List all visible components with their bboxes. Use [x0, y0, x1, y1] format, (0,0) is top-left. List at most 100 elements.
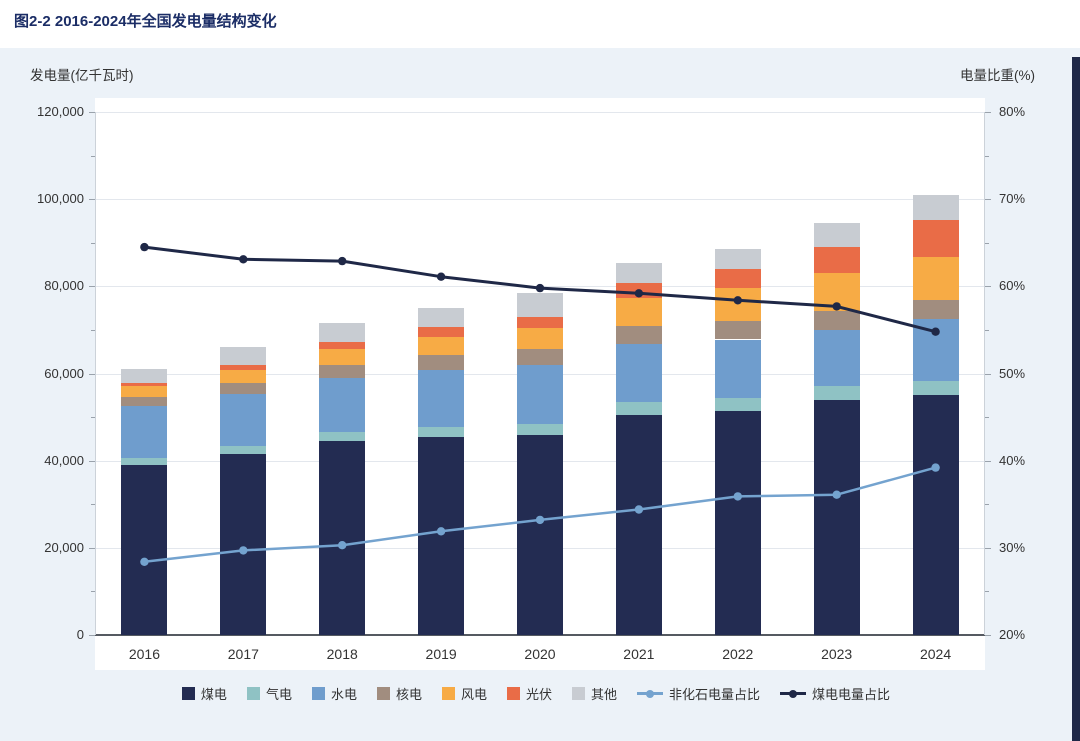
right-axis-tickmark: [985, 242, 989, 244]
legend-swatch: [246, 687, 260, 700]
right-axis-tick-label: 50%: [999, 365, 1026, 381]
bar-segment: [813, 223, 860, 248]
x-axis-label: 2018: [326, 646, 358, 662]
bar-segment: [714, 410, 761, 635]
legend-label: 煤电: [200, 687, 227, 702]
stacked-bar: [121, 112, 168, 635]
bar-segment: [319, 365, 366, 379]
x-axis-label: 2020: [524, 646, 556, 662]
bar-segment: [517, 292, 563, 317]
bar-segment: [813, 399, 860, 635]
left-axis-tickmark: [91, 504, 95, 506]
bar-segment: [418, 426, 465, 437]
right-axis-tickmark: [985, 155, 989, 157]
right-axis-tickmark: [985, 547, 991, 549]
bar-segment: [615, 414, 662, 635]
legend: 煤电 气电 水电 核电 风电 光伏 其他 非化石电量占比 煤电电量占比: [0, 684, 1072, 703]
bar-segment: [220, 365, 267, 371]
legend-line-marker: [637, 689, 664, 698]
bar-segment: [319, 441, 366, 635]
bar-segment: [813, 272, 860, 312]
legend-swatch: [181, 687, 195, 700]
legend-item: 其他: [572, 684, 617, 703]
right-axis-tickmark: [985, 286, 991, 288]
left-axis-tickmark: [91, 329, 95, 331]
legend-swatch: [572, 687, 586, 700]
bar-segment: [418, 308, 465, 328]
right-axis-tick-label: 40%: [999, 452, 1026, 468]
left-axis-tickmark: [91, 417, 95, 419]
bar-segment: [121, 369, 168, 384]
bar-segment: [418, 436, 465, 635]
right-axis-tick-label: 70%: [999, 191, 1026, 207]
bar-segment: [517, 364, 563, 424]
stacked-bar: [220, 112, 267, 635]
right-axis-tickmark: [985, 460, 991, 462]
legend-label: 煤电电量占比: [812, 687, 891, 702]
bar-segment: [220, 347, 267, 366]
bar-segment: [319, 323, 366, 342]
left-axis-tickmark: [91, 242, 95, 244]
bar-segment: [220, 383, 267, 394]
bar-segment: [121, 383, 168, 387]
bar-segment: [517, 348, 563, 365]
left-axis-tickmark: [89, 373, 95, 375]
legend-item: 非化石电量占比: [637, 684, 760, 703]
bar-segment: [418, 370, 465, 427]
chart-title: 图2-2 2016-2024年全国发电量结构变化: [14, 13, 277, 30]
x-axis-label: 2019: [425, 646, 457, 662]
right-axis-tickmark: [985, 112, 991, 113]
right-axis-tick-label: 30%: [999, 539, 1026, 555]
bar-segment: [912, 300, 959, 320]
bar-segment: [912, 220, 959, 257]
left-axis-tickmark: [91, 155, 95, 157]
bar-segment: [220, 454, 267, 635]
stacked-bar: [615, 112, 662, 635]
bar-segment: [220, 393, 267, 446]
bar-segment: [319, 378, 366, 432]
bar-segment: [517, 328, 563, 349]
legend-label: 核电: [395, 687, 422, 702]
bar-segment: [615, 263, 662, 284]
bar-segment: [517, 423, 563, 435]
left-axis-tickmark: [89, 286, 95, 288]
x-axis-label: 2017: [227, 646, 259, 662]
legend-item: 风电: [441, 684, 487, 703]
bar-segment: [714, 288, 761, 322]
bar-segment: [121, 396, 168, 407]
legend-item: 煤电: [181, 684, 227, 703]
right-axis-tick-label: 60%: [999, 278, 1026, 294]
left-axis-tick-label: 100,000: [37, 191, 84, 207]
plot-area: 2016 2017 2018 2019 2020 2021 2022 2023 2024: [95, 112, 985, 662]
right-axis-tickmark: [985, 504, 989, 506]
legend-line-dot: [646, 689, 655, 698]
left-axis-tickmark: [89, 635, 95, 636]
right-axis-tickmark: [985, 329, 989, 331]
bar-segment: [121, 386, 168, 397]
legend-item: 水电: [311, 684, 357, 703]
left-axis-tick-label: 0: [76, 627, 84, 642]
legend-label: 其他: [591, 687, 618, 702]
legend-item: 气电: [246, 684, 292, 703]
bar-segment: [813, 311, 860, 331]
bar-segment: [714, 339, 761, 399]
bar-segment: [912, 194, 959, 221]
stacked-bar: [912, 112, 959, 635]
bar-segment: [220, 445, 267, 455]
stacked-bar: [418, 112, 465, 635]
x-axis-label: 2016: [128, 646, 161, 662]
bar-segment: [418, 354, 465, 370]
bar-segment: [121, 457, 168, 466]
legend-swatch: [507, 687, 520, 700]
legend-line-dot: [789, 689, 798, 698]
x-axis-line: [95, 634, 985, 636]
legend-swatch: [441, 687, 455, 700]
bar-segment: [418, 337, 465, 355]
legend-label: 风电: [460, 687, 487, 702]
left-axis-line: [95, 112, 96, 635]
legend-item: 煤电电量占比: [780, 684, 890, 703]
left-axis-tickmark: [91, 591, 95, 593]
right-axis-tickmark: [985, 417, 989, 419]
left-axis-tick-label: 40,000: [44, 452, 84, 468]
bar-segment: [813, 386, 860, 400]
